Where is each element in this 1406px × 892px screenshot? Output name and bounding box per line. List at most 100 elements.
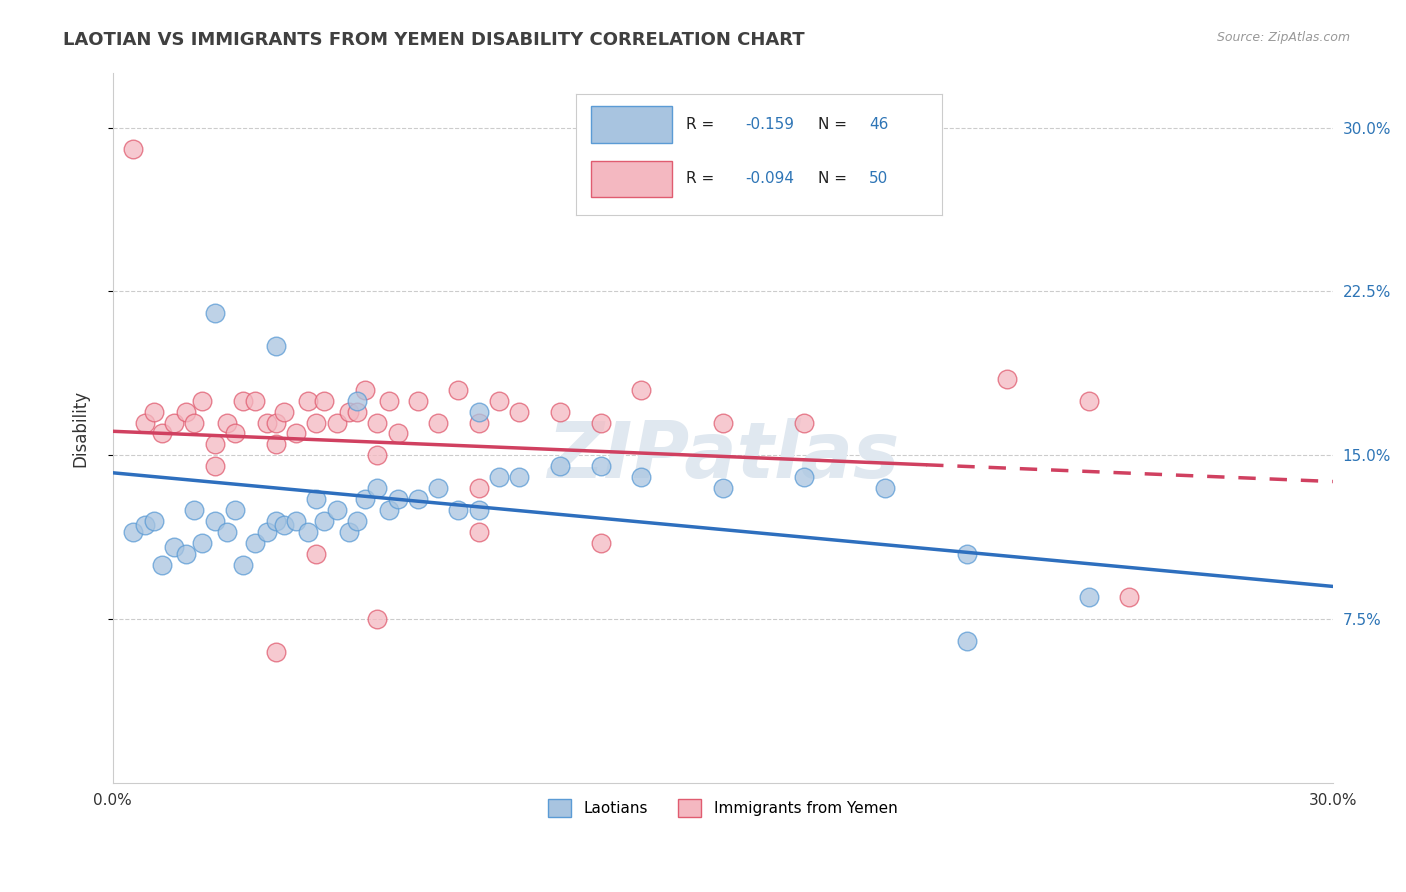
Y-axis label: Disability: Disability	[72, 390, 89, 467]
Point	[224, 426, 246, 441]
Point	[183, 503, 205, 517]
Text: LAOTIAN VS IMMIGRANTS FROM YEMEN DISABILITY CORRELATION CHART: LAOTIAN VS IMMIGRANTS FROM YEMEN DISABIL…	[63, 31, 804, 49]
Point	[264, 437, 287, 451]
Point	[305, 416, 328, 430]
Point	[366, 481, 388, 495]
Text: ZIPatlas: ZIPatlas	[547, 418, 898, 494]
Point	[150, 426, 173, 441]
Point	[468, 503, 491, 517]
Point	[589, 535, 612, 549]
Point	[427, 481, 450, 495]
Text: Source: ZipAtlas.com: Source: ZipAtlas.com	[1216, 31, 1350, 45]
Point	[956, 634, 979, 648]
Point	[997, 372, 1019, 386]
Point	[284, 514, 307, 528]
Point	[337, 524, 360, 539]
Point	[243, 535, 266, 549]
Point	[354, 383, 377, 397]
Point	[346, 514, 368, 528]
Point	[366, 448, 388, 462]
Point	[273, 404, 295, 418]
Point	[297, 524, 319, 539]
Point	[314, 393, 336, 408]
Point	[366, 612, 388, 626]
Point	[134, 518, 156, 533]
Point	[243, 393, 266, 408]
Point	[325, 503, 347, 517]
Point	[447, 503, 470, 517]
Point	[337, 404, 360, 418]
Point	[264, 514, 287, 528]
Point	[1118, 591, 1140, 605]
Point	[264, 416, 287, 430]
Point	[314, 514, 336, 528]
Point	[215, 524, 238, 539]
Point	[366, 416, 388, 430]
Point	[468, 524, 491, 539]
Point	[346, 393, 368, 408]
Legend: Laotians, Immigrants from Yemen: Laotians, Immigrants from Yemen	[541, 791, 905, 825]
Point	[346, 404, 368, 418]
Point	[264, 339, 287, 353]
Point	[122, 524, 145, 539]
Point	[273, 518, 295, 533]
Point	[305, 491, 328, 506]
Point	[142, 514, 165, 528]
Point	[325, 416, 347, 430]
Point	[447, 383, 470, 397]
Point	[174, 404, 197, 418]
Point	[548, 404, 571, 418]
Point	[204, 459, 226, 474]
Point	[122, 143, 145, 157]
Point	[378, 503, 401, 517]
Point	[406, 393, 429, 408]
Point	[378, 393, 401, 408]
Point	[204, 514, 226, 528]
Point	[1077, 591, 1099, 605]
Point	[204, 437, 226, 451]
Point	[183, 416, 205, 430]
Point	[589, 459, 612, 474]
Point	[875, 481, 897, 495]
Point	[264, 645, 287, 659]
Point	[163, 540, 186, 554]
Point	[232, 393, 254, 408]
Point	[224, 503, 246, 517]
Point	[508, 404, 530, 418]
Point	[468, 404, 491, 418]
Point	[215, 416, 238, 430]
Point	[387, 426, 409, 441]
Point	[142, 404, 165, 418]
Point	[1077, 393, 1099, 408]
Point	[354, 491, 377, 506]
Point	[956, 547, 979, 561]
Point	[163, 416, 186, 430]
Point	[256, 524, 278, 539]
Point	[232, 558, 254, 572]
Point	[134, 416, 156, 430]
Point	[508, 470, 530, 484]
Point	[174, 547, 197, 561]
Point	[793, 416, 815, 430]
Point	[204, 306, 226, 320]
Point	[630, 383, 652, 397]
Point	[427, 416, 450, 430]
Point	[191, 393, 214, 408]
Point	[305, 547, 328, 561]
Point	[468, 481, 491, 495]
Point	[488, 470, 510, 484]
Point	[387, 491, 409, 506]
Point	[589, 416, 612, 430]
Point	[468, 416, 491, 430]
Point	[150, 558, 173, 572]
Point	[297, 393, 319, 408]
Point	[711, 416, 734, 430]
Point	[793, 470, 815, 484]
Point	[256, 416, 278, 430]
Point	[191, 535, 214, 549]
Point	[488, 393, 510, 408]
Point	[711, 481, 734, 495]
Point	[284, 426, 307, 441]
Point	[406, 491, 429, 506]
Point	[630, 470, 652, 484]
